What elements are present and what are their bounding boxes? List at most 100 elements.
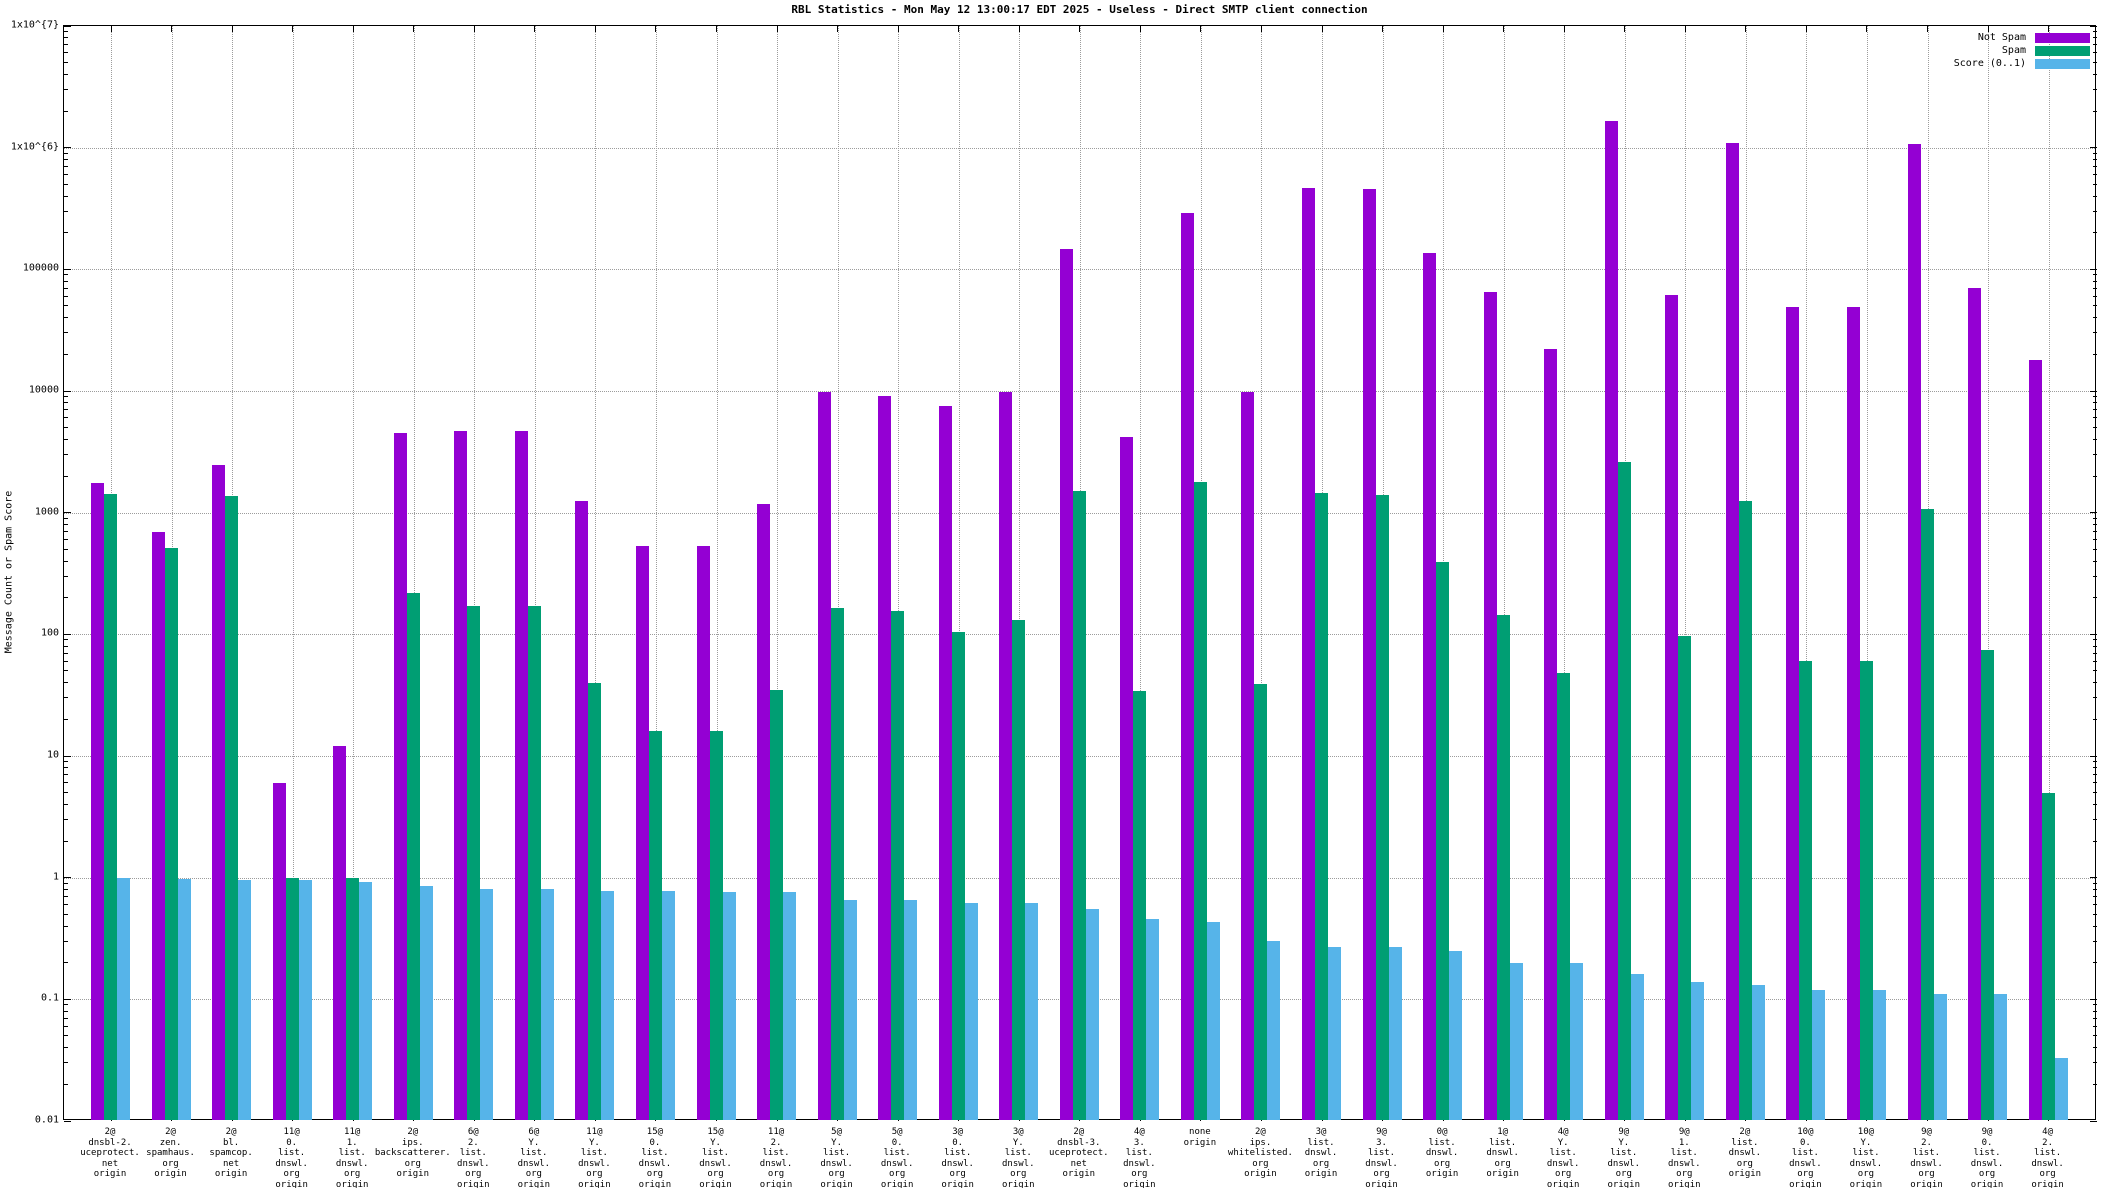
y-tick-label: 100 bbox=[40, 627, 59, 639]
y-minor-tick bbox=[64, 517, 68, 519]
y-minor-tick bbox=[2093, 287, 2097, 289]
v-gridline bbox=[353, 26, 355, 1119]
y-minor-tick bbox=[64, 287, 68, 289]
y-minor-tick bbox=[64, 819, 68, 821]
y-minor-tick bbox=[64, 1083, 68, 1085]
x-tick-top bbox=[413, 26, 415, 32]
y-minor-tick bbox=[64, 44, 68, 46]
x-tick-top bbox=[1442, 26, 1444, 32]
bar-spam bbox=[1375, 494, 1389, 1120]
bar-spam bbox=[1738, 500, 1752, 1120]
x-tick-label: 0@ list. dnswl. org origin bbox=[1425, 1127, 1459, 1180]
legend: Not Spam Spam Score (0..1) bbox=[1954, 31, 2090, 70]
y-minor-tick bbox=[64, 560, 68, 562]
x-tick-top bbox=[1927, 26, 1928, 32]
y-minor-tick bbox=[64, 761, 68, 763]
y-minor-tick bbox=[64, 1004, 68, 1006]
y-minor-tick bbox=[64, 427, 68, 429]
y-minor-tick bbox=[64, 639, 68, 641]
y-minor-tick bbox=[2093, 517, 2097, 519]
bar-spam bbox=[1436, 562, 1450, 1120]
y-minor-tick bbox=[2093, 210, 2097, 212]
bar-score bbox=[1146, 918, 1160, 1120]
y-minor-tick bbox=[2093, 1010, 2097, 1012]
y-minor-tick bbox=[2093, 438, 2097, 440]
y-minor-tick bbox=[64, 1062, 68, 1064]
bar-score bbox=[964, 902, 978, 1120]
y-major-tick bbox=[2090, 755, 2097, 757]
y-minor-tick bbox=[2093, 417, 2097, 419]
v-gridline bbox=[898, 26, 900, 1119]
h-gridline bbox=[64, 147, 2095, 149]
bar-score bbox=[1630, 974, 1644, 1120]
y-major-tick bbox=[64, 25, 71, 27]
y-minor-tick bbox=[64, 913, 68, 915]
y-minor-tick bbox=[2093, 232, 2097, 234]
bar-spam bbox=[1496, 615, 1510, 1120]
y-minor-tick bbox=[64, 62, 68, 64]
x-tick-top bbox=[1079, 26, 1081, 32]
x-tick-top bbox=[171, 26, 173, 32]
y-minor-tick bbox=[64, 73, 68, 75]
y-minor-tick bbox=[64, 645, 68, 647]
x-tick-label: 3@ list. dnswl. org origin bbox=[1304, 1127, 1338, 1180]
y-major-tick bbox=[2090, 1120, 2097, 1122]
x-tick-top bbox=[1260, 26, 1262, 32]
y-major-tick bbox=[64, 1120, 71, 1122]
v-gridline bbox=[292, 26, 294, 1119]
v-gridline bbox=[413, 26, 415, 1119]
v-gridline bbox=[1866, 26, 1868, 1119]
bar-spam bbox=[1678, 636, 1692, 1120]
x-tick-top bbox=[1200, 26, 1202, 32]
bar-spam bbox=[104, 493, 117, 1120]
y-minor-tick bbox=[2093, 332, 2097, 334]
y-major-tick bbox=[64, 877, 71, 879]
y-minor-tick bbox=[64, 158, 68, 160]
y-minor-tick bbox=[64, 697, 68, 699]
bar-not-spam bbox=[212, 465, 226, 1120]
y-minor-tick bbox=[64, 660, 68, 662]
bar-not-spam bbox=[1362, 188, 1376, 1120]
y-minor-tick bbox=[64, 531, 68, 532]
y-minor-tick bbox=[64, 52, 68, 54]
y-major-tick bbox=[2090, 268, 2097, 270]
y-minor-tick bbox=[64, 37, 68, 39]
h-gridline bbox=[64, 391, 2095, 392]
bar-not-spam bbox=[2028, 359, 2042, 1120]
y-minor-tick bbox=[2093, 531, 2097, 532]
bar-spam bbox=[467, 606, 481, 1120]
y-minor-tick bbox=[2093, 295, 2097, 297]
x-tick-label: 5@ 0. list. dnswl. org origin bbox=[880, 1127, 914, 1188]
y-minor-tick bbox=[64, 396, 68, 398]
x-tick-top bbox=[1321, 26, 1323, 32]
bar-score bbox=[1994, 994, 2008, 1120]
y-minor-tick bbox=[2093, 317, 2097, 319]
bar-score bbox=[1388, 946, 1402, 1120]
y-minor-tick bbox=[64, 840, 68, 842]
bar-not-spam bbox=[1665, 295, 1679, 1120]
bar-spam bbox=[1617, 462, 1631, 1120]
y-minor-tick bbox=[2093, 280, 2097, 282]
x-tick-top bbox=[1987, 26, 1989, 32]
y-major-tick bbox=[64, 755, 71, 757]
x-tick-top bbox=[1866, 26, 1868, 32]
x-tick-label: 6@ 2. list. dnswl. org origin bbox=[457, 1127, 490, 1188]
y-minor-tick bbox=[2093, 305, 2097, 307]
y-minor-tick bbox=[64, 896, 68, 897]
x-tick-label: 2@ dnsbl-2. uceprotect. net origin bbox=[80, 1127, 140, 1180]
bar-spam bbox=[1799, 661, 1813, 1120]
y-minor-tick bbox=[2093, 896, 2097, 897]
bar-spam bbox=[1981, 649, 1995, 1120]
y-minor-tick bbox=[64, 454, 68, 456]
y-minor-tick bbox=[2093, 1017, 2097, 1019]
bar-not-spam bbox=[635, 546, 649, 1120]
bar-score bbox=[722, 892, 736, 1120]
bar-score bbox=[661, 891, 675, 1120]
y-minor-tick bbox=[64, 402, 68, 404]
bar-score bbox=[117, 877, 130, 1120]
v-gridline bbox=[958, 26, 960, 1119]
x-tick-top bbox=[1805, 26, 1807, 32]
bar-score bbox=[1449, 950, 1463, 1120]
y-minor-tick bbox=[2093, 396, 2097, 398]
